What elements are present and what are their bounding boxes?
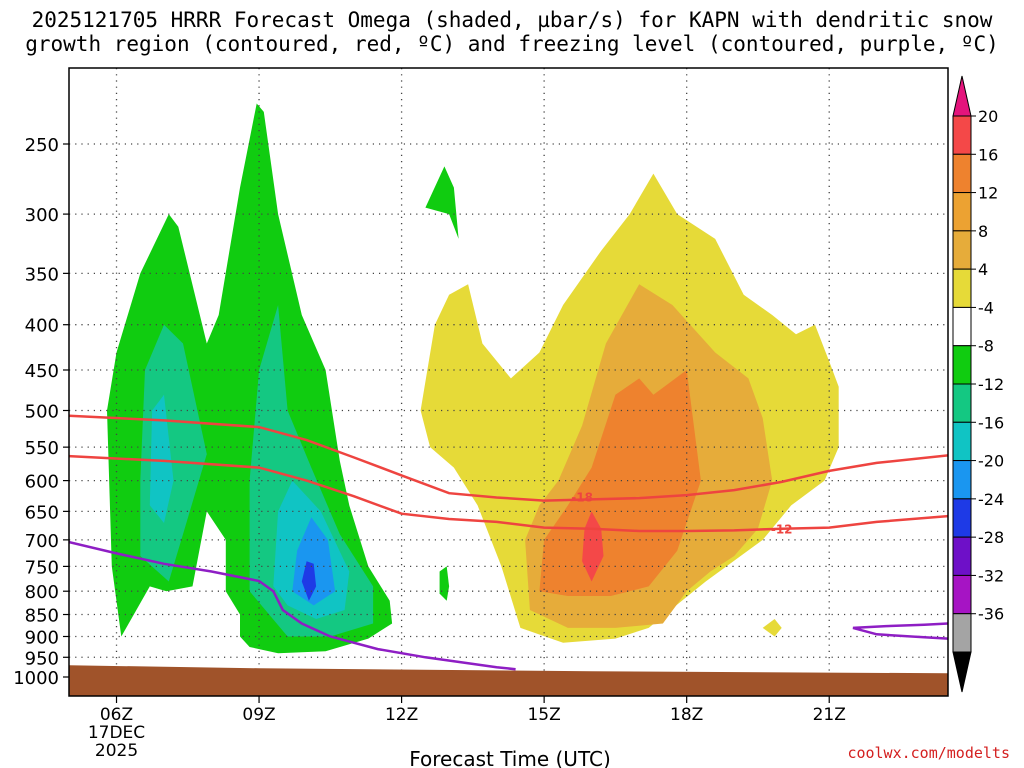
colorbar-label: 8 [978, 222, 988, 241]
dgz-contour-label: -18 [571, 490, 593, 504]
colorbar-label: 20 [978, 107, 998, 126]
colorbar-label: -20 [978, 452, 1004, 471]
y-tick-label: 250 [25, 135, 59, 156]
y-tick-label: 550 [25, 438, 59, 459]
omega-region [149, 394, 174, 523]
credit-text: coolwx.com/modelts [847, 744, 1010, 762]
colorbar-bin [952, 230, 972, 270]
x-tick-label: 09Z [242, 705, 275, 725]
colorbar-label: -12 [978, 375, 1004, 394]
y-tick-label: 600 [25, 472, 59, 493]
chart-title-line-1: 2025121705 HRRR Forecast Omega (shaded, … [31, 8, 993, 32]
colorbar-bin [952, 536, 972, 576]
y-tick-label: 300 [25, 205, 59, 226]
y-tick-label: 900 [25, 627, 59, 648]
omega-region [140, 324, 207, 582]
colorbar-label: -8 [978, 337, 994, 356]
y-tick-label: 750 [25, 557, 59, 578]
colorbar-label: -24 [978, 490, 1004, 509]
colorbar-label: 16 [978, 145, 998, 164]
colorbar-top-arrow [952, 75, 972, 117]
y-tick-label: 350 [25, 264, 59, 285]
x-tick-label: 06Z [100, 705, 133, 725]
omega-region [439, 566, 450, 601]
colorbar-label: -32 [978, 566, 1004, 585]
date-label-year: 2025 [95, 741, 138, 761]
dgz-contour-line [69, 414, 948, 502]
colorbar-bin [952, 574, 972, 615]
dgz-contour-label: -12 [771, 523, 793, 537]
freezing-level-line [852, 622, 948, 640]
freezing-level-line [69, 540, 516, 671]
colorbar-bin [952, 268, 972, 308]
colorbar-bin [952, 345, 972, 385]
colorbar-bin [952, 460, 972, 500]
plot-layer: -18 -12 [69, 68, 948, 696]
colorbar-label: -16 [978, 413, 1004, 432]
colorbar-bin [952, 115, 972, 155]
y-tick-label: 650 [25, 502, 59, 523]
y-tick-label: 850 [25, 606, 59, 627]
x-tick-label: 21Z [813, 705, 846, 725]
y-tick-label: 1000 [13, 668, 59, 689]
colorbar-bin [952, 192, 972, 232]
x-tick-label: 12Z [385, 705, 418, 725]
y-tick-label: 700 [25, 531, 59, 552]
dgz-contour-line [69, 454, 948, 533]
omega-region [425, 166, 459, 239]
colorbar-label: 4 [978, 260, 988, 279]
ground-terrain [69, 665, 948, 696]
x-axis-title: Forecast Time (UTC) [409, 747, 611, 768]
colorbar-label: -4 [978, 298, 994, 317]
colorbar-label: -28 [978, 528, 1004, 547]
x-tick-label: 18Z [670, 705, 703, 725]
plot-frame [68, 67, 949, 697]
colorbar-bin [952, 306, 972, 347]
colorbar-bin [952, 613, 972, 653]
y-tick-label: 400 [25, 316, 59, 337]
chart-title-line-2: growth region (contoured, red, ºC) and f… [25, 32, 999, 56]
colorbar-label: -36 [978, 605, 1004, 624]
x-tick-label: 15Z [527, 705, 560, 725]
colorbar-bin [952, 498, 972, 538]
omega-region [762, 619, 782, 637]
colorbar-bin [952, 383, 972, 423]
colorbar-label: 12 [978, 184, 998, 203]
y-tick-label: 450 [25, 361, 59, 382]
omega-region [539, 370, 701, 596]
y-tick-label: 950 [25, 648, 59, 669]
colorbar-bin [952, 153, 972, 194]
y-tick-label: 500 [25, 402, 59, 423]
colorbar-bin [952, 421, 972, 462]
y-tick-label: 800 [25, 582, 59, 603]
date-label-day: 17DEC [88, 723, 145, 743]
colorbar-bottom-arrow [952, 651, 972, 693]
